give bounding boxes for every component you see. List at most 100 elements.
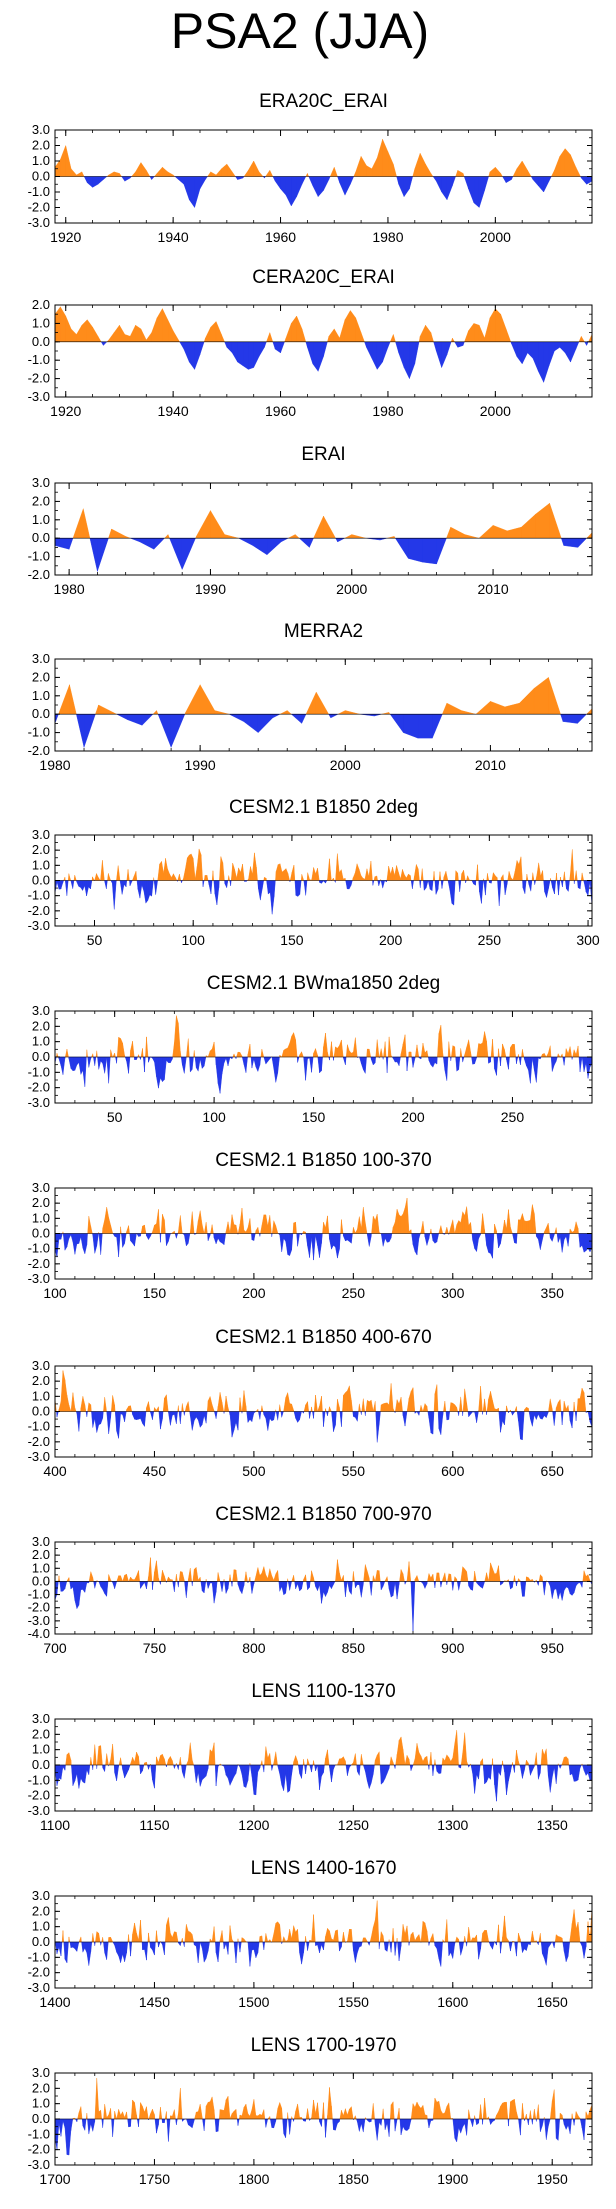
x-tick-label: 1980 xyxy=(54,581,85,597)
x-tick-label: 1500 xyxy=(238,1994,269,2010)
series-area xyxy=(55,848,592,915)
chart-panel: CESM2.1 B1850 100-370 3.02.01.00.0-1.0-2.… xyxy=(28,1150,593,1301)
x-tick-label: 900 xyxy=(441,1640,465,1656)
y-tick-label: 3.0 xyxy=(32,2065,50,2080)
y-tick-label: 3.0 xyxy=(32,1711,50,1726)
y-tick-label: 1.0 xyxy=(32,1919,50,1934)
x-tick-label: 1920 xyxy=(50,229,81,245)
y-tick-label: -2.0 xyxy=(28,371,50,386)
x-tick-label: 1800 xyxy=(238,2171,269,2187)
x-tick-label: 700 xyxy=(43,1640,67,1656)
chart-title: LENS 1400-1670 xyxy=(251,1858,397,1879)
negative-area xyxy=(83,176,592,209)
x-tick-label: 400 xyxy=(43,1463,67,1479)
chart-panel: CESM2.1 BWma1850 2deg 3.02.01.00.0-1.0-2.… xyxy=(28,973,593,1125)
y-tick-label: 0.0 xyxy=(32,530,50,545)
y-tick-label: -3.0 xyxy=(28,389,50,404)
x-tick-label: 1920 xyxy=(50,403,81,419)
main-title: PSA2 (JJA) xyxy=(171,3,429,59)
series-area xyxy=(55,306,592,383)
y-tick-label: 3.0 xyxy=(32,122,50,137)
y-tick-label: 2.0 xyxy=(32,1547,50,1562)
chart-title: CESM2.1 B1850 400-670 xyxy=(215,1327,432,1348)
y-tick-label: -1.0 xyxy=(28,352,50,367)
positive-area xyxy=(72,502,592,539)
y-tick-label: 3.0 xyxy=(32,1358,50,1373)
series-area xyxy=(55,1900,592,1967)
y-tick-label: 0.0 xyxy=(32,1226,50,1241)
x-tick-label: 200 xyxy=(401,1109,425,1125)
x-tick-label: 250 xyxy=(342,1285,366,1301)
y-tick-label: 1.0 xyxy=(32,1388,50,1403)
x-tick-label: 200 xyxy=(379,932,403,948)
positive-area xyxy=(56,1015,580,1058)
x-tick-label: 1940 xyxy=(158,229,189,245)
series-area xyxy=(55,139,592,209)
y-tick-label: -3.0 xyxy=(28,1095,50,1110)
y-tick-label: 1.0 xyxy=(32,153,50,168)
y-tick-label: 1.0 xyxy=(32,2096,50,2111)
x-tick-label: 150 xyxy=(280,932,304,948)
y-tick-label: 0.0 xyxy=(32,334,50,349)
y-tick-label: 3.0 xyxy=(32,827,50,842)
y-tick-label: 2.0 xyxy=(32,1195,50,1210)
x-tick-label: 1900 xyxy=(437,2171,468,2187)
y-tick-label: 0.0 xyxy=(32,169,50,184)
chart-panel: CESM2.1 B1850 2deg 3.02.01.00.0-1.0-2.0-3… xyxy=(28,797,600,948)
x-tick-label: 1940 xyxy=(158,403,189,419)
y-tick-label: -1.0 xyxy=(28,2126,50,2141)
series-area xyxy=(55,1730,592,1802)
y-tick-label: -3.0 xyxy=(28,215,50,230)
y-tick-label: 1.0 xyxy=(32,1560,50,1575)
y-tick-label: -1.0 xyxy=(28,1949,50,1964)
x-tick-label: 50 xyxy=(87,932,103,948)
x-tick-label: 550 xyxy=(342,1463,366,1479)
y-tick-label: 3.0 xyxy=(32,475,50,490)
x-tick-label: 50 xyxy=(107,1109,123,1125)
series-area xyxy=(55,676,592,748)
series-area xyxy=(55,1370,592,1443)
x-tick-label: 1980 xyxy=(372,229,403,245)
x-tick-label: 600 xyxy=(441,1463,465,1479)
series-area xyxy=(55,502,592,572)
y-tick-label: 1.0 xyxy=(32,1742,50,1757)
chart-panel: LENS 1400-16703.02.01.00.0-1.0-2.0-3.014… xyxy=(28,1858,593,2010)
y-tick-label: 1.0 xyxy=(32,315,50,330)
x-tick-label: 750 xyxy=(143,1640,167,1656)
x-tick-label: 650 xyxy=(541,1463,565,1479)
positive-area xyxy=(55,306,592,342)
x-tick-label: 100 xyxy=(202,1109,226,1125)
y-tick-label: 3.0 xyxy=(32,1003,50,1018)
y-tick-label: 2.0 xyxy=(32,297,50,312)
negative-area xyxy=(100,341,589,383)
chart-title: CESM2.1 B1850 700-970 xyxy=(215,1504,432,1525)
y-tick-label: 2.0 xyxy=(32,2080,50,2095)
y-tick-label: 2.0 xyxy=(32,1373,50,1388)
positive-area xyxy=(65,1730,583,1766)
negative-area xyxy=(55,1764,592,1802)
series-area xyxy=(55,1015,592,1094)
x-tick-label: 2010 xyxy=(475,757,506,773)
y-tick-label: 0.0 xyxy=(32,706,50,721)
chart-title: MERRA2 xyxy=(284,621,363,642)
positive-area xyxy=(55,139,581,177)
series-area xyxy=(55,1557,592,1632)
chart-title: CESM2.1 B1850 100-370 xyxy=(215,1150,432,1171)
y-tick-label: -2.0 xyxy=(28,1256,50,1271)
y-tick-label: -2.0 xyxy=(28,1434,50,1449)
x-tick-label: 1250 xyxy=(338,1817,369,1833)
y-tick-label: 3.0 xyxy=(32,1534,50,1549)
y-tick-label: 2.0 xyxy=(32,1903,50,1918)
x-tick-label: 1850 xyxy=(338,2171,369,2187)
x-tick-label: 800 xyxy=(242,1640,266,1656)
chart-panel: CESM2.1 B1850 400-670 3.02.01.00.0-1.0-2.… xyxy=(28,1327,593,1479)
y-tick-label: 0.0 xyxy=(32,1757,50,1772)
chart-title: LENS 1100-1370 xyxy=(251,1681,395,1702)
y-tick-label: 2.0 xyxy=(32,1018,50,1033)
x-tick-label: 2000 xyxy=(480,403,511,419)
y-tick-label: -3.0 xyxy=(28,1803,50,1818)
y-tick-label: -2.0 xyxy=(28,200,50,215)
chart-title: ERA20C_ERAI xyxy=(259,91,388,112)
